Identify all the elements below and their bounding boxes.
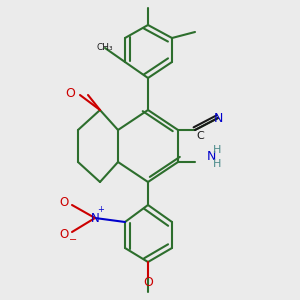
Text: H: H	[213, 145, 221, 155]
Text: O: O	[59, 196, 69, 208]
Text: O: O	[143, 277, 153, 290]
Text: N: N	[213, 112, 223, 124]
Text: H: H	[213, 159, 221, 169]
Text: O: O	[59, 229, 69, 242]
Text: −: −	[69, 235, 77, 245]
Text: CH₃: CH₃	[97, 44, 113, 52]
Text: C: C	[196, 131, 204, 141]
Text: +: +	[98, 206, 104, 214]
Text: N: N	[207, 151, 216, 164]
Text: N: N	[91, 212, 99, 224]
Text: O: O	[65, 86, 75, 100]
